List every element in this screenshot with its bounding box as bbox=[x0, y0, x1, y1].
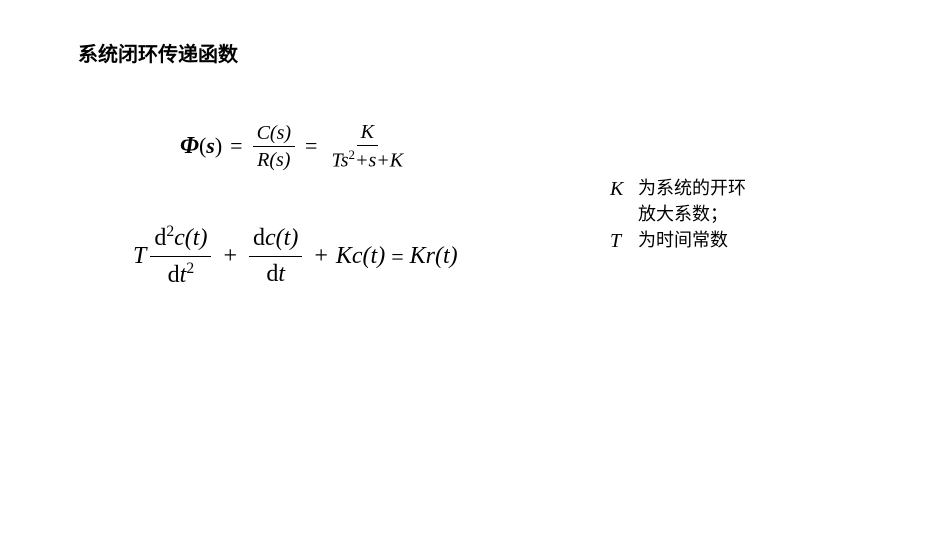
d-3: d bbox=[253, 225, 265, 251]
t-2: t bbox=[278, 261, 285, 287]
c-t-2: c(t) bbox=[265, 225, 298, 251]
anno-row-t: T 为时间常数 bbox=[610, 227, 746, 256]
denominator-poly: Ts2+s+K bbox=[327, 146, 407, 173]
numerator-k: K bbox=[357, 120, 378, 146]
fraction-cs-rs: C(s) R(s) bbox=[253, 121, 295, 172]
plus-2: + bbox=[314, 243, 328, 270]
plus-1: + bbox=[223, 243, 237, 270]
denominator-rs: R(s) bbox=[253, 147, 294, 172]
c-t-3: c(t) bbox=[352, 243, 385, 270]
equals-sign-2: = bbox=[305, 133, 317, 159]
d-1: d bbox=[154, 225, 166, 251]
K-coeff-1: K bbox=[336, 243, 352, 270]
fraction-k-over-poly: K Ts2+s+K bbox=[327, 120, 407, 173]
numerator-dc: dc(t) bbox=[249, 223, 302, 257]
anno-k-text-line2: 放大系数； bbox=[638, 204, 728, 224]
T-coeff: T bbox=[133, 243, 146, 270]
equals-sign-1: = bbox=[230, 133, 242, 159]
equation-differential: T d2c(t) dt2 + dc(t) dt + Kc(t) = Kr(t) bbox=[133, 222, 458, 291]
d-4: d bbox=[266, 261, 278, 287]
denominator-dt: dt bbox=[262, 257, 289, 290]
fraction-dc-dt: dc(t) dt bbox=[249, 223, 302, 290]
anno-t-symbol: T bbox=[610, 227, 638, 256]
denominator-dt2: dt2 bbox=[164, 257, 198, 291]
anno-row-k: K 为系统的开环 放大系数； bbox=[610, 175, 746, 227]
r-t: r(t) bbox=[426, 243, 458, 270]
sup2-b: 2 bbox=[186, 260, 194, 277]
c-t-1: c(t) bbox=[174, 225, 207, 251]
equation-transfer-function: Φ (s) = C(s) R(s) = K Ts2+s+K bbox=[180, 120, 409, 173]
parameter-annotations: K 为系统的开环 放大系数； T 为时间常数 bbox=[610, 175, 746, 256]
d-2: d bbox=[168, 262, 180, 288]
den-rest: +s+K bbox=[355, 150, 403, 172]
paren-close: ) bbox=[215, 133, 222, 159]
anno-k-symbol: K bbox=[610, 175, 638, 204]
anno-k-text-line1: 为系统的开环 bbox=[638, 178, 746, 198]
numerator-cs: C(s) bbox=[253, 121, 295, 147]
section-heading: 系统闭环传递函数 bbox=[78, 38, 238, 67]
phi-symbol: Φ bbox=[180, 133, 199, 160]
anno-k-text: 为系统的开环 放大系数； bbox=[638, 175, 746, 227]
sup2-a: 2 bbox=[166, 223, 174, 240]
numerator-d2c: d2c(t) bbox=[150, 222, 211, 257]
anno-t-text: 为时间常数 bbox=[638, 227, 728, 253]
den-ts: Ts bbox=[331, 150, 348, 172]
fraction-d2c-dt2: d2c(t) dt2 bbox=[150, 222, 211, 291]
s-variable: s bbox=[206, 133, 215, 159]
equals-sign-3: = bbox=[391, 244, 403, 270]
K-coeff-2: K bbox=[410, 243, 426, 270]
